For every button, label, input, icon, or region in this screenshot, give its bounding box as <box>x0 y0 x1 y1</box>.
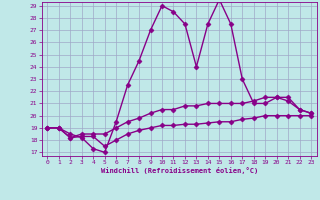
X-axis label: Windchill (Refroidissement éolien,°C): Windchill (Refroidissement éolien,°C) <box>100 167 258 174</box>
